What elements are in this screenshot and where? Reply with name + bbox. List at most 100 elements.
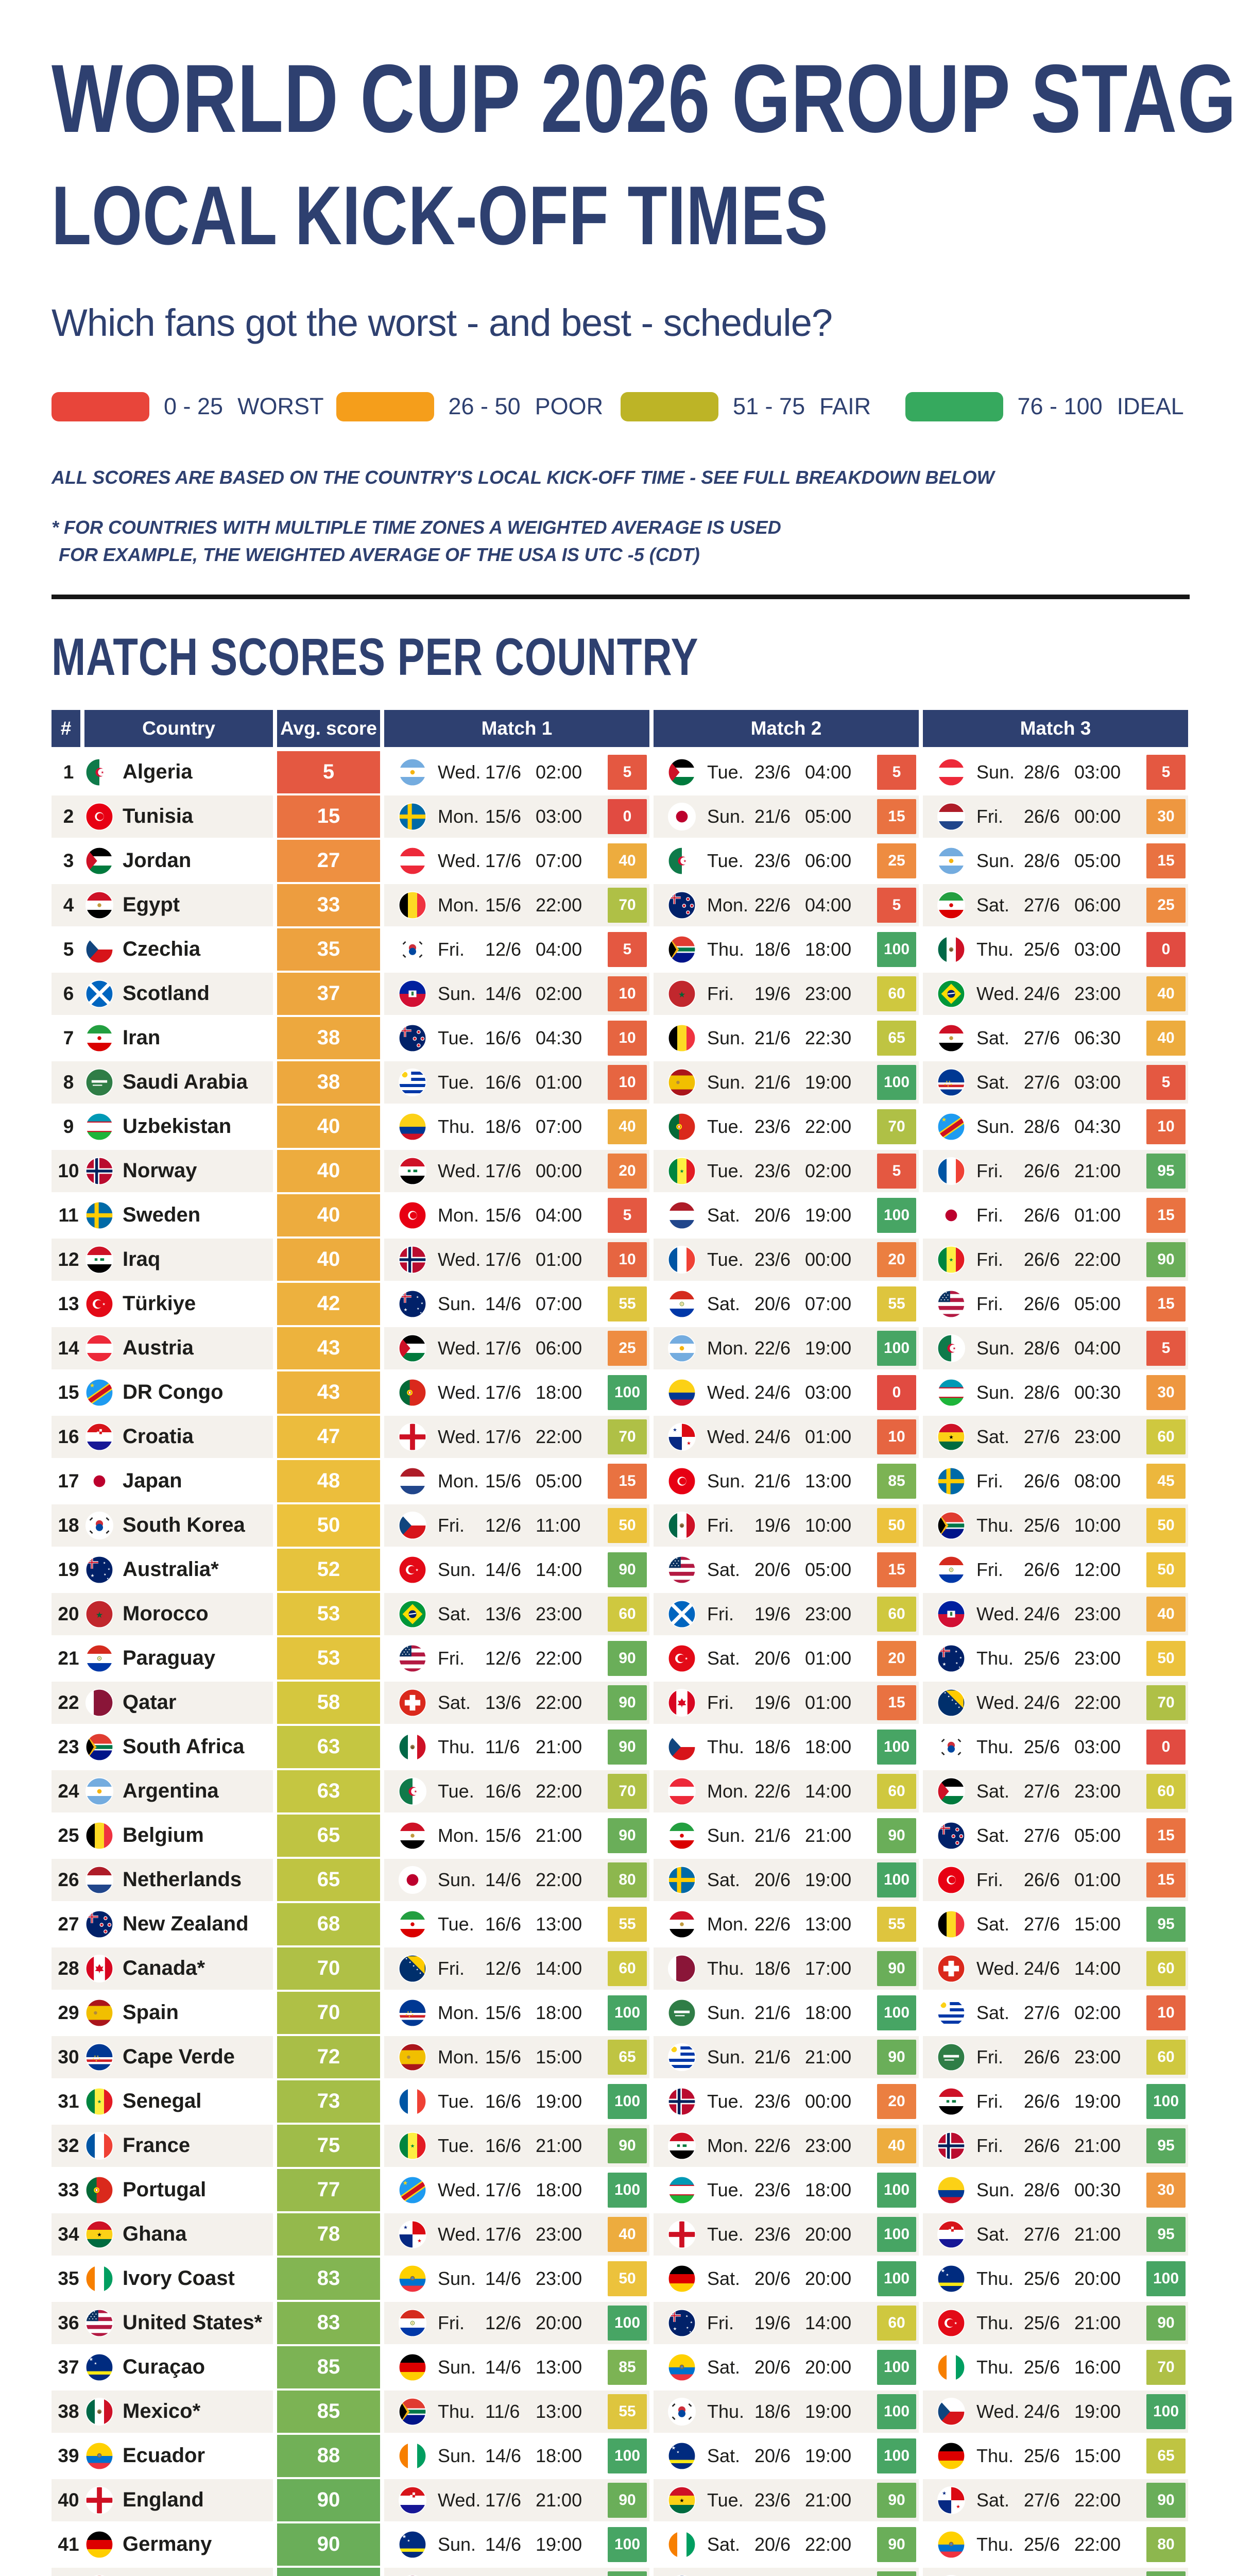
country-cell: 13 ★ Türkiye (52, 1282, 273, 1325)
match-2-cell: Tue. 23/6 20:00 100 (654, 2213, 919, 2256)
match-day: Sat. (438, 1691, 471, 1713)
match-time: 19:00 (1074, 2400, 1121, 2422)
match-score-chip: 20 (877, 2083, 916, 2119)
flag-netherlands-icon (85, 1866, 113, 1894)
match-day: Sun. (707, 2002, 746, 2023)
match-score-chip: 100 (608, 2305, 647, 2341)
match-day: Thu. (707, 938, 745, 960)
country-cell: 26 Netherlands (52, 1858, 273, 1901)
avg-score-chip: 43 (277, 1371, 380, 1414)
match-3-cell: ★ Fri. 26/6 22:00 90 (923, 1238, 1188, 1281)
svg-text:★: ★ (95, 2059, 98, 2062)
flag-england-icon (668, 2220, 696, 2248)
match-date: 26/6 (1024, 2134, 1060, 2156)
match-date: 28/6 (1024, 1381, 1060, 1403)
svg-text:★: ★ (680, 1168, 684, 1174)
section-match-scores: MATCH SCORES PER COUNTRY # Country Avg. sc… (52, 627, 1188, 2576)
svg-text:★: ★ (102, 1301, 105, 1306)
avg-score-chip: 27 (277, 839, 380, 882)
match-date: 18/6 (754, 2400, 791, 2422)
match-time: 20:00 (536, 2312, 582, 2333)
match-time: 21:00 (536, 1736, 582, 1757)
match-day: Thu. (976, 2356, 1014, 2378)
flag-paraguay-icon (399, 2309, 426, 2337)
country-name: Argentina (123, 1780, 219, 1803)
column-header-avg-score: Avg. score (277, 709, 380, 747)
svg-text:★: ★ (108, 1567, 110, 1571)
match-score-chip: 70 (608, 1773, 647, 1809)
avg-score-cell: 77 (277, 2168, 380, 2211)
rank: 7 (63, 1027, 74, 1048)
flag-czechia-icon (85, 935, 113, 963)
match-time: 18:00 (536, 2445, 582, 2466)
svg-text:★: ★ (951, 1699, 954, 1702)
match-day: Sat. (976, 1071, 1010, 1093)
match-date: 28/6 (1024, 761, 1060, 783)
rank: 15 (58, 1381, 79, 1403)
svg-text:★: ★ (679, 2497, 684, 2504)
avg-score-chip: 83 (277, 2257, 380, 2300)
match-date: 24/6 (1024, 982, 1060, 1004)
avg-score-chip: 90 (277, 2479, 380, 2521)
match-day: Sun. (707, 1470, 746, 1492)
avg-score-cell: 53 (277, 1637, 380, 1680)
match-date: 16/6 (485, 1027, 522, 1048)
match-score-chip: 0 (1146, 1729, 1186, 1765)
rank: 27 (58, 1913, 79, 1935)
flag-panama-icon: ★★ (399, 2220, 426, 2248)
flag-ecuador-icon (668, 2353, 696, 2381)
match-time: 13:00 (536, 2356, 582, 2378)
match-3-cell: ★ ★ ★ ★ ★ Wed. 24/6 22:00 70 (923, 1681, 1188, 1724)
flag-australia-icon: ★★★★★ (668, 2309, 696, 2337)
match-day: Mon. (707, 1780, 749, 1802)
match-time: 14:00 (1074, 1957, 1121, 1979)
flag-croatia-icon (399, 2486, 426, 2514)
svg-text:★: ★ (955, 1702, 957, 1705)
match-score-chip: 100 (877, 1064, 916, 1100)
match-3-cell: Fri. 26/6 08:00 45 (923, 1460, 1188, 1502)
match-day: Sun. (438, 1558, 476, 1580)
flag-haiti-icon (399, 979, 426, 1008)
flag-netherlands-icon (937, 802, 965, 831)
match-day: Tue. (438, 1071, 474, 1093)
flag-dr-congo-icon: ★ (85, 1378, 113, 1406)
match-date: 21/6 (754, 1027, 791, 1048)
country-cell: 17 Japan (52, 1460, 273, 1502)
match-date: 24/6 (1024, 1691, 1060, 1713)
table-row: 14 Austria 43 Wed. 17/6 06:00 25 Mon. 22/6 19:00 1… (52, 1327, 1190, 1369)
match-date: 12/6 (485, 1647, 522, 1669)
flag-germany-icon (937, 2442, 965, 2470)
flag-belgium-icon (937, 1910, 965, 1938)
match-day: Sat. (976, 1780, 1010, 1802)
svg-text:★: ★ (678, 990, 686, 999)
match-time: 16:00 (1074, 2356, 1121, 2378)
match-day: Thu. (976, 1647, 1014, 1669)
match-date: 24/6 (1024, 1603, 1060, 1624)
match-day: Mon. (438, 1824, 479, 1846)
match-time: 02:00 (536, 982, 582, 1004)
match-day: Wed. (438, 1248, 481, 1270)
match-score-chip: 100 (877, 2438, 916, 2473)
flag-norway-icon (668, 2087, 696, 2115)
match-day: Sat. (707, 2445, 741, 2466)
table-row: 5 Czechia 35 Fri. 12/6 04:00 5 Thu. 18/6 18:00 100… (52, 928, 1190, 971)
avg-score-chip: 63 (277, 1725, 380, 1768)
match-score-chip: 60 (1146, 1773, 1186, 1809)
svg-text:★: ★ (958, 1666, 961, 1669)
match-score-chip: 95 (1146, 2128, 1186, 2163)
match-day: Wed. (976, 2400, 1020, 2422)
match-day: Wed. (976, 982, 1020, 1004)
country-name: Paraguay (123, 1647, 216, 1670)
match-2-cell: Tue. 23/6 18:00 100 (654, 2168, 919, 2211)
table-row: 13 ★ Türkiye 42 ★ ★ ★ ★ ★ Sun. 14/6 07:00 55 Sat. 20/6… (52, 1282, 1190, 1325)
avg-score-chip: 70 (277, 1991, 380, 2034)
flag-australia-icon: ★★★★★ (399, 1290, 426, 1318)
flag-belgium-icon (399, 891, 426, 919)
match-day: Mon. (438, 2046, 479, 2067)
legend-swatch (905, 392, 1003, 421)
match-time: 04:00 (536, 938, 582, 960)
match-score-chip: 10 (877, 1419, 916, 1454)
match-time: 06:00 (805, 850, 852, 871)
table-row: 10 Norway 40 Wed. 17/6 00:00 20 ★ Tue. 23/6 02:00 5… (52, 1149, 1190, 1192)
match-score-chip: 20 (877, 1242, 916, 1277)
